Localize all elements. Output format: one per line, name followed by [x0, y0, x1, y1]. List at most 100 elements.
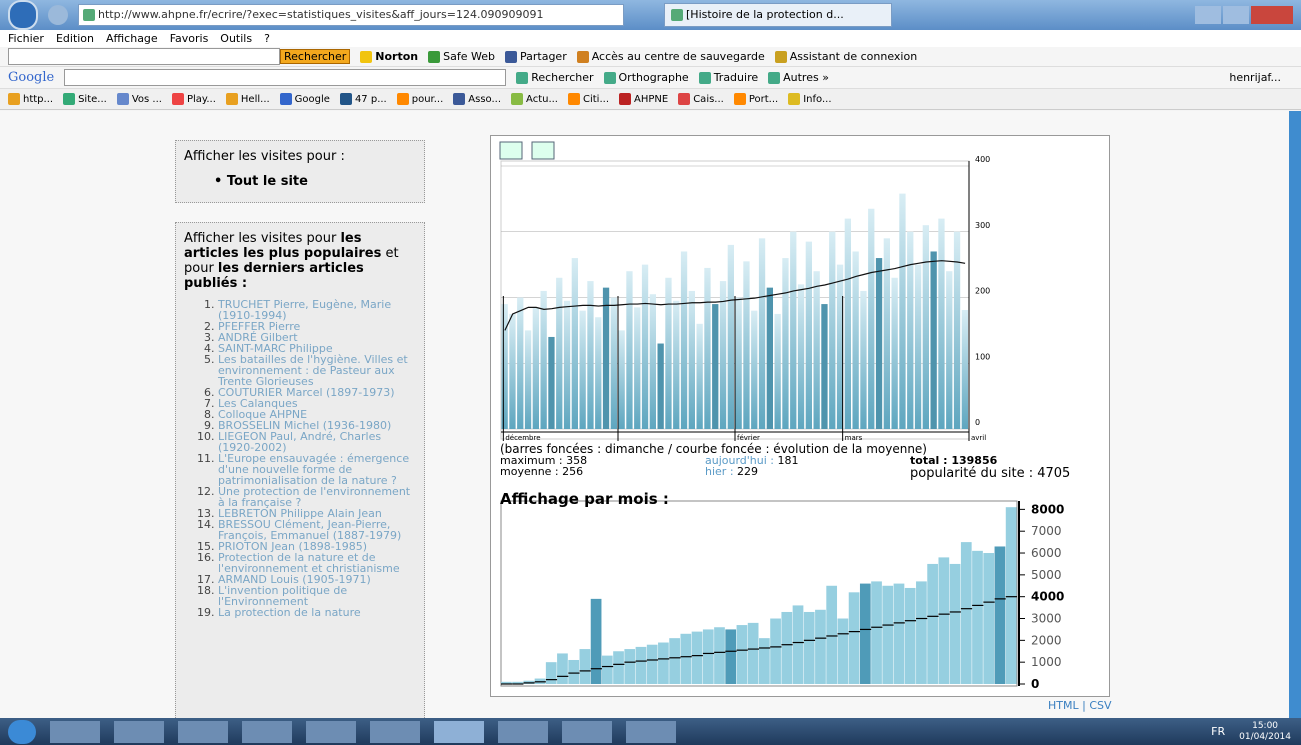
task-icon[interactable]	[50, 721, 100, 743]
norton-toolbar: Rechercher Norton Safe Web Partager Accès au…	[0, 47, 1301, 67]
favorite-label: Cais...	[693, 94, 724, 105]
chart-title: Affichage par mois :	[500, 490, 669, 508]
article-link[interactable]: TRUCHET Pierre, Eugène, Marie (1910-1994…	[218, 299, 416, 321]
task-icon[interactable]	[370, 721, 420, 743]
toolbar-item[interactable]: Rechercher	[280, 49, 350, 64]
close[interactable]	[1251, 6, 1293, 24]
menu-item[interactable]: Favoris	[170, 32, 209, 45]
toolbar-item[interactable]: Norton	[360, 50, 418, 63]
toolbar-label: Rechercher	[284, 50, 346, 63]
menu-item[interactable]: Outils	[220, 32, 252, 45]
menu-item[interactable]: Edition	[56, 32, 94, 45]
toolbar-item[interactable]: Safe Web	[428, 50, 495, 63]
bar	[525, 330, 531, 429]
favorite[interactable]: Google	[280, 93, 330, 105]
task-icon[interactable]	[178, 721, 228, 743]
stat-label: hier :	[705, 465, 734, 478]
start-button[interactable]	[8, 720, 36, 744]
favorite-label: Citi...	[583, 94, 609, 105]
article-link[interactable]: Une protection de l'environnement à la f…	[218, 486, 416, 508]
bar	[972, 551, 983, 684]
favorite[interactable]: http...	[8, 93, 53, 105]
zoom-in[interactable]	[532, 142, 554, 159]
charts: 0100200300400décembrefévriermarsavril010…	[491, 136, 1109, 696]
bar	[658, 643, 669, 684]
icon	[340, 93, 352, 105]
icon	[577, 51, 589, 63]
task-icon[interactable]	[562, 721, 612, 743]
menu-item[interactable]: ?	[264, 32, 270, 45]
menu-item[interactable]: Fichier	[8, 32, 44, 45]
favorite[interactable]: Play...	[172, 93, 216, 105]
user[interactable]: henrijaf...	[1229, 71, 1281, 84]
toolbar-item[interactable]: Assistant de connexion	[775, 50, 917, 63]
favorite[interactable]: Site...	[63, 93, 107, 105]
article-link[interactable]: Protection de la nature et de l'environn…	[218, 552, 416, 574]
link[interactable]: HTML	[1048, 699, 1079, 712]
y-tick-label: 8000	[1031, 502, 1064, 516]
bar	[907, 232, 913, 429]
forward-button[interactable]	[48, 5, 68, 25]
tab[interactable]: [Histoire de la protection d...	[664, 3, 892, 27]
favorite[interactable]: Port...	[734, 93, 778, 105]
favorite-label: 47 p...	[355, 94, 387, 105]
task-icon[interactable]	[626, 721, 676, 743]
maximize[interactable]	[1223, 6, 1249, 24]
favorite[interactable]: Info...	[788, 93, 831, 105]
article-link[interactable]: L'invention politique de l'Environnement	[218, 585, 416, 607]
google-item[interactable]: Autres »	[768, 71, 829, 84]
link[interactable]: CSV	[1089, 699, 1111, 712]
scope-item[interactable]: • Tout le site	[214, 174, 416, 189]
bar	[899, 194, 905, 429]
month-label: mars	[845, 434, 863, 442]
favorite[interactable]: Citi...	[568, 93, 609, 105]
bar	[580, 311, 586, 429]
menu-item[interactable]: Affichage	[106, 32, 158, 45]
icon	[699, 72, 711, 84]
bar	[1006, 507, 1017, 684]
icon	[734, 93, 746, 105]
search-input[interactable]	[8, 48, 280, 65]
bar	[557, 653, 568, 684]
google-item[interactable]: Orthographe	[604, 71, 689, 84]
back-button[interactable]	[8, 0, 38, 30]
favorite[interactable]: Cais...	[678, 93, 724, 105]
favorite[interactable]: Actu...	[511, 93, 558, 105]
bar	[743, 261, 749, 429]
favorite[interactable]: Vos ...	[117, 93, 162, 105]
favorite[interactable]: pour...	[397, 93, 444, 105]
google-input[interactable]	[64, 69, 506, 86]
scrollbar[interactable]	[1289, 111, 1301, 718]
task-icon[interactable]	[242, 721, 292, 743]
bar	[860, 584, 871, 684]
toolbar-label: Norton	[375, 50, 418, 63]
article-link[interactable]: La protection de la nature	[218, 607, 416, 618]
task-icon[interactable]	[434, 721, 484, 743]
task-icon[interactable]	[498, 721, 548, 743]
toolbar-item[interactable]: Accès au centre de sauvegarde	[577, 50, 765, 63]
favorite[interactable]: Asso...	[453, 93, 501, 105]
chart-panel: 0100200300400décembrefévriermarsavril010…	[490, 135, 1110, 697]
task-icon[interactable]	[306, 721, 356, 743]
article-link[interactable]: Les batailles de l'hygiène. Villes et en…	[218, 354, 416, 387]
toolbar-label: Partager	[520, 50, 567, 63]
y-tick-label: 1000	[1031, 655, 1062, 669]
y-tick-label: 100	[975, 352, 990, 361]
zoom-out[interactable]	[500, 142, 522, 159]
article-link[interactable]: BRESSOU Clément, Jean-Pierre, François, …	[218, 519, 416, 541]
toolbar-item[interactable]: Partager	[505, 50, 567, 63]
favorite[interactable]: AHPNE	[619, 93, 668, 105]
article-link[interactable]: L'Europe ensauvagée : émergence d'une no…	[218, 453, 416, 486]
address-bar[interactable]: http://www.ahpne.fr/ecrire/?exec=statist…	[78, 4, 624, 26]
favorite[interactable]: 47 p...	[340, 93, 387, 105]
favorite-label: Hell...	[241, 94, 270, 105]
task-icon[interactable]	[114, 721, 164, 743]
google-item[interactable]: Rechercher	[516, 71, 593, 84]
minimize[interactable]	[1195, 6, 1221, 24]
tab-title: [Histoire de la protection d...	[686, 8, 844, 21]
favorite[interactable]: Hell...	[226, 93, 270, 105]
google-item[interactable]: Traduire	[699, 71, 758, 84]
language[interactable]: FR	[1211, 725, 1225, 738]
article-link[interactable]: LIEGEON Paul, André, Charles (1920-2002)	[218, 431, 416, 453]
